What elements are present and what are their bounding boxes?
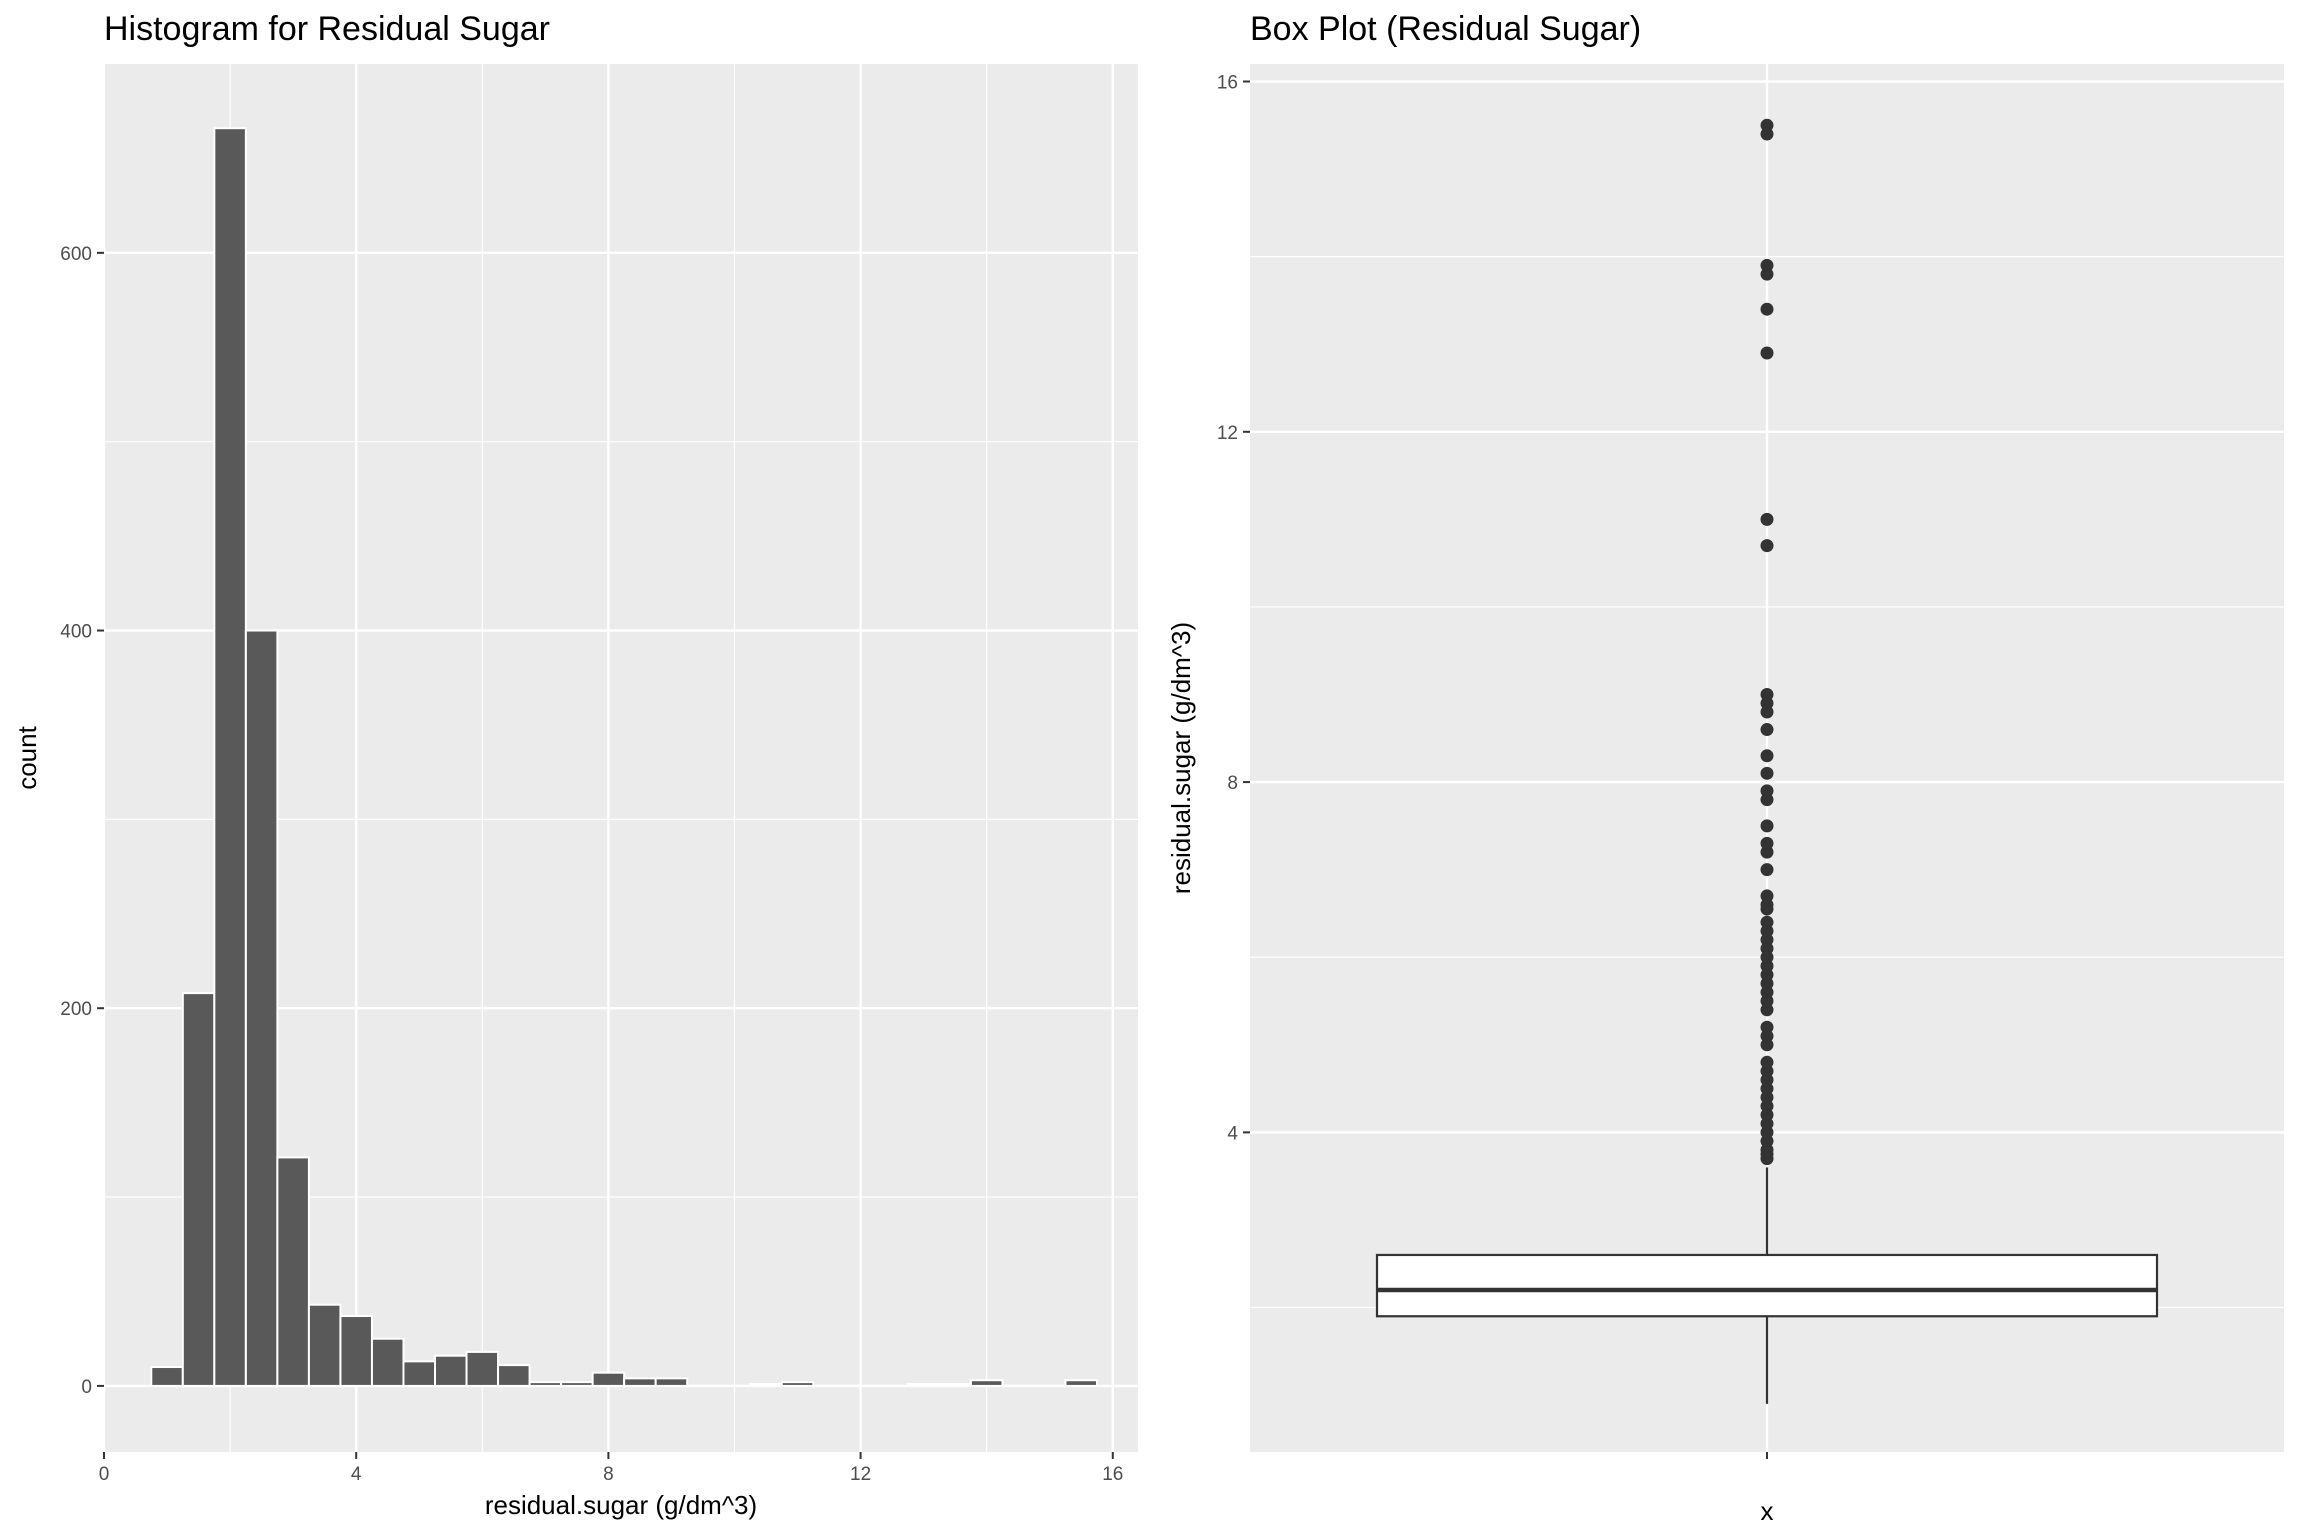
- histogram-bar: [1064, 1379, 1099, 1387]
- histogram-x-axis-title: residual.sugar (g/dm^3): [485, 1490, 757, 1520]
- box-plot-outlier-point: [1760, 766, 1774, 780]
- histogram-bar: [307, 1303, 342, 1387]
- box-plot-outliers: [1760, 118, 1774, 1166]
- box-plot-outlier-point: [1760, 302, 1774, 316]
- box-plot-outlier-point: [1760, 784, 1774, 798]
- histogram-bars: [150, 127, 1099, 1387]
- box-plot-outlier-point: [1760, 118, 1774, 132]
- box-plot-chart: 4 8 12 16 Box Plot (Residual Sugar) x resid…: [1166, 10, 2284, 1526]
- histogram-x-ticks: 0 4 8 12 16: [99, 1452, 1123, 1485]
- histogram-bar: [654, 1377, 689, 1387]
- box-plot-outlier-point: [1760, 539, 1774, 553]
- histogram-y-ticks: 0 200 400 600: [60, 244, 104, 1398]
- histogram-bar: [276, 1156, 310, 1387]
- histogram-x-tick-label: 12: [850, 1464, 871, 1485]
- box-plot-x-axis-title: x: [1761, 1496, 1774, 1526]
- box-plot-outlier-point: [1760, 512, 1774, 526]
- histogram-x-tick-label: 16: [1102, 1464, 1123, 1485]
- box-plot-iqr-box: [1375, 1253, 2159, 1318]
- histogram-y-axis-title: count: [12, 725, 42, 789]
- box-plot-outlier-point: [1760, 889, 1774, 903]
- box-plot-outlier-point: [1760, 749, 1774, 763]
- histogram-bar: [560, 1381, 594, 1387]
- histogram-gridlines: [102, 64, 1138, 1452]
- histogram-bar: [780, 1381, 815, 1387]
- histogram-bar: [244, 629, 279, 1387]
- box-plot-outlier-point: [1760, 688, 1774, 702]
- box-plot-y-tick-label: 12: [1217, 423, 1238, 444]
- histogram-bar: [181, 992, 216, 1387]
- histogram-y-tick-label: 400: [60, 622, 92, 643]
- box-plot-outlier-point: [1760, 723, 1774, 737]
- box-plot-y-tick-label: 8: [1227, 773, 1238, 794]
- box-plot-y-tick-label: 4: [1227, 1123, 1238, 1144]
- box-plot-outlier-point: [1760, 346, 1774, 360]
- box-plot-outlier-point: [1760, 863, 1774, 877]
- histogram-bar: [465, 1350, 500, 1387]
- box-plot-y-ticks: 4 8 12 16: [1217, 73, 1250, 1144]
- histogram-y-tick-label: 0: [81, 1377, 92, 1398]
- histogram-bar: [969, 1379, 1004, 1387]
- box-plot-outlier-point: [1760, 836, 1774, 850]
- histogram-chart: 0 4 8 12 16 0 200 400 600 Histogram for Residua…: [12, 10, 1138, 1520]
- box-plot-outlier-point: [1760, 258, 1774, 272]
- histogram-bar: [434, 1354, 468, 1387]
- histogram-y-tick-label: 600: [60, 244, 92, 265]
- histogram-y-tick-label: 200: [60, 999, 92, 1020]
- box-plot-outlier-point: [1760, 819, 1774, 833]
- box-plot-y-tick-label: 16: [1217, 73, 1238, 94]
- box-plot-outlier-point: [1760, 915, 1774, 929]
- box-plot-title: Box Plot (Residual Sugar): [1250, 10, 1641, 48]
- histogram-bar: [213, 127, 247, 1387]
- histogram-bar: [906, 1383, 941, 1387]
- box-plot-outlier-point: [1760, 1020, 1774, 1034]
- histogram-bar: [150, 1366, 184, 1387]
- histogram-bar: [370, 1337, 405, 1387]
- histogram-title: Histogram for Residual Sugar: [104, 10, 550, 48]
- histogram-x-tick-label: 8: [603, 1464, 614, 1485]
- box-plot-box: [1375, 1167, 2159, 1404]
- histogram-bar: [402, 1360, 437, 1387]
- box-plot-y-axis-title: residual.sugar (g/dm^3): [1166, 622, 1196, 894]
- histogram-x-tick-label: 4: [351, 1464, 362, 1485]
- histogram-bar: [623, 1377, 657, 1387]
- histogram-x-tick-label: 0: [99, 1464, 110, 1485]
- histogram-bar: [938, 1383, 972, 1387]
- histogram-bar: [591, 1371, 626, 1387]
- box-plot-outlier-point: [1760, 1055, 1774, 1069]
- histogram-bar: [749, 1383, 783, 1387]
- histogram-bar: [497, 1364, 531, 1387]
- histogram-bar: [339, 1315, 373, 1387]
- histogram-bar: [528, 1381, 563, 1387]
